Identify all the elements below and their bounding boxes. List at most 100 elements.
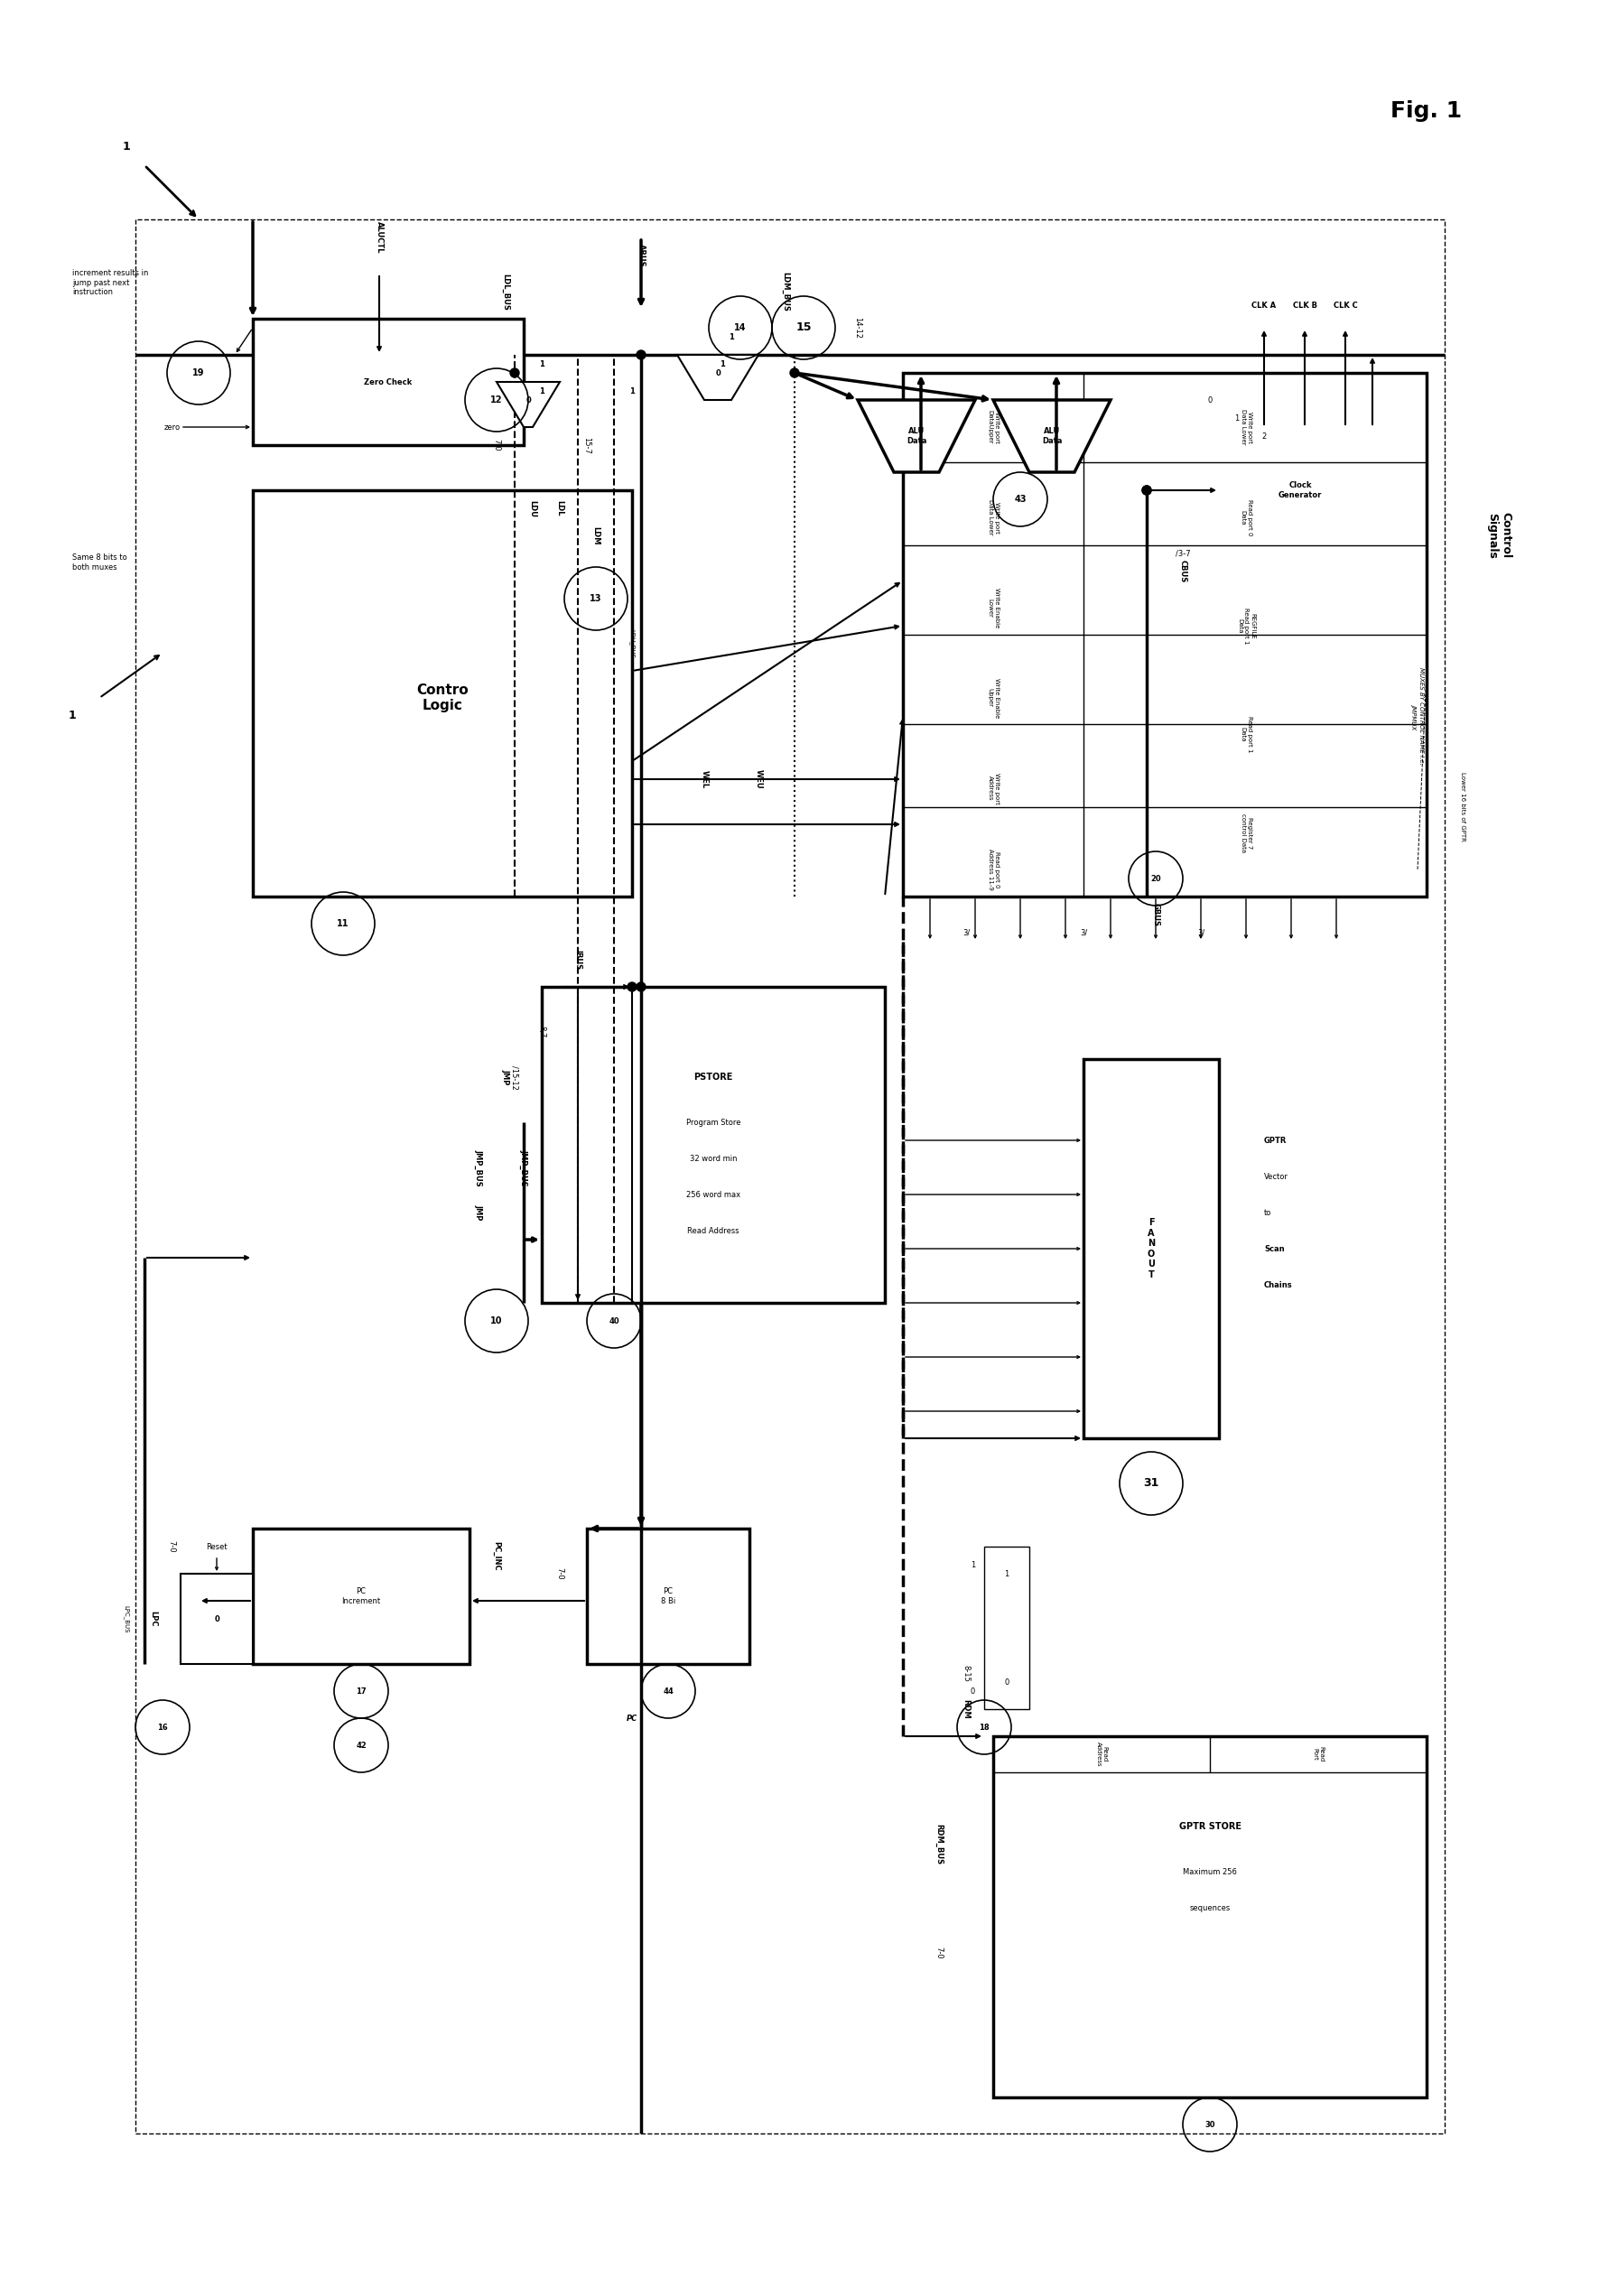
Circle shape (636, 351, 646, 360)
Text: 14-12: 14-12 (854, 317, 862, 338)
Circle shape (628, 983, 636, 992)
Text: CBUS: CBUS (1180, 560, 1188, 583)
Text: Fig. 1: Fig. 1 (1391, 101, 1463, 122)
Text: Maximum 256: Maximum 256 (1183, 1867, 1236, 1876)
Text: GPTR: GPTR (1264, 1137, 1286, 1143)
Text: increment results in
jump past next
instruction: increment results in jump past next inst… (73, 269, 149, 296)
Text: Write port
Data Lower: Write port Data Lower (1239, 409, 1252, 445)
Text: Read port 1
Data: Read port 1 Data (1239, 716, 1252, 753)
Polygon shape (858, 400, 976, 473)
FancyBboxPatch shape (993, 1736, 1427, 2096)
Text: Write Enable
Lower: Write Enable Lower (987, 588, 998, 627)
Text: Lower 16 bits of GPTR: Lower 16 bits of GPTR (1459, 771, 1466, 840)
Text: WEU: WEU (754, 769, 762, 790)
Text: /3-7: /3-7 (1175, 549, 1191, 558)
Text: Program Store: Program Store (686, 1118, 741, 1127)
Text: Reset: Reset (205, 1543, 228, 1550)
Text: 3/: 3/ (1079, 928, 1087, 937)
Text: 1: 1 (971, 1561, 976, 1568)
Text: LDL_BUS: LDL_BUS (502, 273, 510, 310)
FancyBboxPatch shape (587, 1529, 749, 1665)
Text: 3/: 3/ (963, 928, 969, 937)
Text: 1: 1 (720, 360, 725, 367)
Polygon shape (993, 400, 1110, 473)
Text: 3/: 3/ (1197, 928, 1204, 937)
Text: PC: PC (626, 1715, 637, 1722)
Text: 1: 1 (68, 709, 76, 721)
Text: Register 7
control Data: Register 7 control Data (1239, 813, 1252, 852)
Text: Clock
Generator: Clock Generator (1278, 482, 1322, 498)
Text: Control
Signals: Control Signals (1487, 512, 1511, 558)
Text: PSTORE: PSTORE (694, 1072, 733, 1081)
Text: to: to (1264, 1208, 1272, 1217)
Text: LDU: LDU (529, 501, 537, 517)
FancyBboxPatch shape (903, 372, 1427, 895)
Text: PC
Increment: PC Increment (341, 1587, 380, 1605)
Text: 20: 20 (1150, 875, 1162, 882)
Circle shape (790, 367, 799, 377)
Text: PC_INC: PC_INC (492, 1541, 500, 1570)
Text: JMP_BUS: JMP_BUS (519, 1148, 527, 1185)
Text: Read Address: Read Address (688, 1226, 739, 1235)
Text: 7-0: 7-0 (935, 1947, 943, 1958)
Text: Read port 0
Address 11-9: Read port 0 Address 11-9 (987, 850, 998, 891)
FancyBboxPatch shape (1218, 445, 1382, 535)
Text: LPC: LPC (149, 1612, 157, 1628)
Text: 0: 0 (715, 370, 720, 377)
Text: WEL: WEL (701, 769, 709, 788)
Text: 11: 11 (337, 918, 349, 928)
Text: Read
Address: Read Address (1095, 1743, 1107, 1766)
Text: /15-12: /15-12 (511, 1065, 519, 1088)
Text: JMP: JMP (502, 1070, 510, 1086)
Text: Write port
DataUpper: Write port DataUpper (987, 411, 998, 443)
Text: 7-0: 7-0 (168, 1541, 176, 1552)
Text: 256 word max: 256 word max (686, 1189, 741, 1199)
FancyBboxPatch shape (252, 491, 633, 895)
Text: GBUS: GBUS (1152, 902, 1160, 925)
Text: Scan: Scan (1264, 1244, 1285, 1254)
Text: JMP: JMP (474, 1205, 482, 1221)
Text: 42: 42 (356, 1740, 366, 1750)
Text: 2: 2 (1262, 432, 1267, 441)
Text: 40: 40 (608, 1318, 620, 1325)
Text: 32 word min: 32 word min (689, 1155, 736, 1162)
FancyBboxPatch shape (1084, 1058, 1218, 1437)
Text: zero: zero (163, 422, 181, 432)
Text: 0: 0 (1207, 395, 1212, 404)
Text: LDM: LDM (592, 526, 600, 544)
Text: Same 8 bits to
both muxes: Same 8 bits to both muxes (73, 553, 128, 572)
Text: 43: 43 (1014, 494, 1026, 503)
Polygon shape (181, 1573, 252, 1665)
Text: 15-7: 15-7 (582, 436, 591, 455)
Text: RDM: RDM (963, 1699, 971, 1720)
Text: Write port
Data Lower: Write port Data Lower (987, 501, 998, 535)
Text: Write Enable
Upper: Write Enable Upper (987, 677, 998, 719)
Circle shape (510, 367, 519, 377)
Text: 1: 1 (539, 388, 544, 395)
Polygon shape (497, 381, 560, 427)
Text: 18: 18 (979, 1722, 990, 1731)
Text: 0: 0 (1005, 1678, 1010, 1685)
Text: 31: 31 (1144, 1479, 1158, 1490)
FancyBboxPatch shape (252, 319, 524, 445)
Text: LDM_BUS: LDM_BUS (781, 271, 790, 312)
Text: RDM_BUS: RDM_BUS (935, 1825, 943, 1864)
Text: 1: 1 (1005, 1570, 1010, 1577)
Text: 10: 10 (490, 1316, 503, 1325)
Text: CLK C: CLK C (1333, 301, 1358, 310)
Text: 1: 1 (539, 360, 544, 367)
Text: IBUS: IBUS (574, 951, 582, 969)
FancyBboxPatch shape (252, 1529, 469, 1665)
Text: CLK B: CLK B (1293, 301, 1317, 310)
Text: REGFILE
Read port 1
Data: REGFILE Read port 1 Data (1238, 608, 1256, 643)
Text: 1: 1 (728, 333, 735, 340)
Text: ALU
Data: ALU Data (1042, 427, 1061, 445)
Text: 1: 1 (1235, 413, 1239, 422)
Text: 14: 14 (735, 324, 746, 333)
Text: 15: 15 (796, 321, 812, 333)
Text: sequences: sequences (1189, 1903, 1230, 1913)
Text: LDU_BUS: LDU_BUS (629, 629, 636, 659)
Text: MUXES BY CONTROL NAME i.e.
JMPMUX: MUXES BY CONTROL NAME i.e. JMPMUX (1411, 668, 1424, 765)
Text: Vector: Vector (1264, 1173, 1288, 1180)
Text: Write port
Address: Write port Address (987, 771, 998, 804)
